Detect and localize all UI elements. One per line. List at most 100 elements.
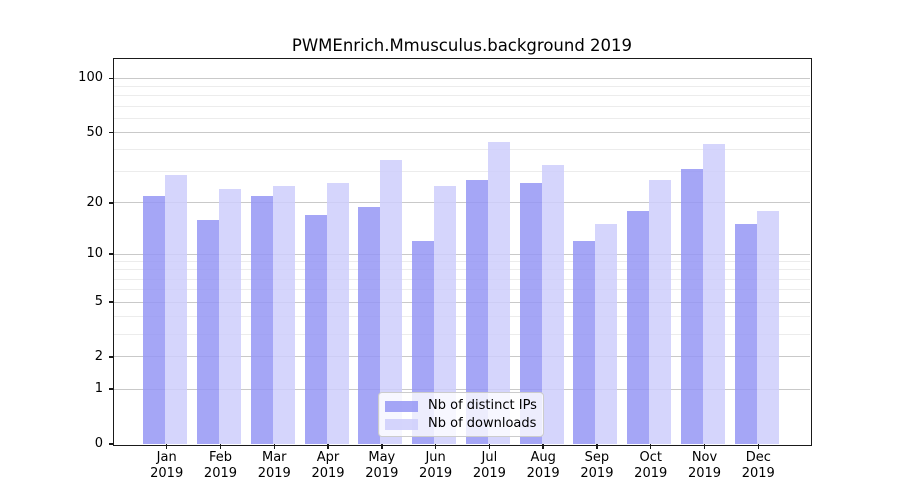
bar-nb-of-distinct-ips-jul-2019 xyxy=(465,180,488,444)
year-label: 2019 xyxy=(741,466,775,481)
y-axis-tick-50 xyxy=(108,131,114,134)
legend-item-distinct-ips: Nb of distinct IPs xyxy=(385,398,537,414)
y-axis-tick-20 xyxy=(108,202,114,204)
gridline-minor-60 xyxy=(114,117,810,119)
x-axis-label-jul-2019: Jul 2019 xyxy=(457,450,521,482)
bar-nb-of-distinct-ips-apr-2019 xyxy=(304,215,327,444)
x-axis-tick-apr-2019 xyxy=(327,444,329,449)
y-axis-tick-label-50: 50 xyxy=(86,124,103,140)
x-axis-tick-sep-2019 xyxy=(596,444,598,449)
bar-nb-of-downloads-mar-2019 xyxy=(272,185,295,444)
month-label: Jun xyxy=(425,450,446,465)
plot-area xyxy=(114,59,810,444)
bar-nb-of-downloads-jul-2019 xyxy=(487,142,510,444)
year-label: 2019 xyxy=(634,466,668,481)
y-axis-tick-label-100: 100 xyxy=(78,70,103,86)
gridline-minor-80 xyxy=(114,95,810,97)
y-axis-tick-100 xyxy=(108,77,114,80)
x-axis-tick-jan-2019 xyxy=(165,444,168,449)
x-axis-label-dec-2019: Dec 2019 xyxy=(726,450,790,482)
year-label: 2019 xyxy=(687,466,722,481)
x-axis-label-may-2019: May 2019 xyxy=(350,450,414,482)
bar-nb-of-downloads-may-2019 xyxy=(380,160,403,444)
bar-nb-of-distinct-ips-sep-2019 xyxy=(573,240,596,444)
legend-swatch-distinct-ips xyxy=(385,400,418,412)
legend: Nb of distinct IPs Nb of downloads xyxy=(378,392,544,437)
y-axis-tick-label-10: 10 xyxy=(86,246,103,262)
y-axis-tick-0 xyxy=(108,443,114,445)
gridline-minor-4 xyxy=(114,315,810,317)
x-axis-tick-jul-2019 xyxy=(488,444,491,449)
x-axis-label-nov-2019: Nov 2019 xyxy=(673,450,737,482)
y-axis-tick-label-0: 0 xyxy=(94,436,103,451)
month-label: Feb xyxy=(208,450,232,465)
x-axis-label-mar-2019: Mar 2019 xyxy=(242,450,306,482)
gridline-minor-3 xyxy=(114,333,810,335)
x-axis-tick-oct-2019 xyxy=(649,444,652,449)
bar-nb-of-downloads-nov-2019 xyxy=(703,144,725,444)
bar-nb-of-distinct-ips-mar-2019 xyxy=(250,195,273,444)
bar-nb-of-distinct-ips-nov-2019 xyxy=(681,169,703,444)
gridline-major-20 xyxy=(114,202,810,204)
x-axis-tick-aug-2019 xyxy=(542,444,544,449)
gridline-minor-70 xyxy=(114,105,810,107)
bar-nb-of-downloads-jun-2019 xyxy=(434,185,457,444)
month-label: Jan xyxy=(156,450,177,465)
bar-nb-of-distinct-ips-feb-2019 xyxy=(196,219,219,444)
year-label: 2019 xyxy=(311,466,345,481)
chart-title: PWMEnrich.Mmusculus.background 2019 xyxy=(291,36,633,55)
year-label: 2019 xyxy=(150,466,184,481)
y-axis-tick-5 xyxy=(108,301,114,303)
x-axis-tick-mar-2019 xyxy=(273,444,275,449)
y-axis-tick-label-20: 20 xyxy=(86,194,103,210)
y-axis-tick-label-2: 2 xyxy=(94,348,103,364)
x-axis-tick-may-2019 xyxy=(381,444,383,449)
x-axis-label-jan-2019: Jan 2019 xyxy=(135,450,199,482)
year-label: 2019 xyxy=(203,466,238,481)
gridline-minor-7 xyxy=(114,278,810,280)
y-axis-tick-label-5: 5 xyxy=(94,294,103,310)
month-label: Nov xyxy=(691,450,718,465)
y-axis-tick-2 xyxy=(108,356,114,358)
legend-label-downloads: Nb of downloads xyxy=(428,416,537,431)
gridline-major-1 xyxy=(114,388,810,390)
year-label: 2019 xyxy=(419,466,453,481)
gridline-minor-40 xyxy=(114,149,810,151)
month-label: Oct xyxy=(639,450,662,465)
x-axis-label-apr-2019: Apr 2019 xyxy=(296,450,360,482)
bar-nb-of-downloads-aug-2019 xyxy=(541,164,564,444)
gridline-major-100 xyxy=(114,77,810,79)
y-axis-tick-label-1: 1 xyxy=(94,381,103,397)
bar-nb-of-downloads-sep-2019 xyxy=(595,224,618,444)
bar-nb-of-distinct-ips-may-2019 xyxy=(358,206,381,444)
bar-nb-of-downloads-apr-2019 xyxy=(326,182,349,444)
gridline-minor-6 xyxy=(114,289,810,291)
bar-nb-of-downloads-dec-2019 xyxy=(756,210,779,444)
y-axis-tick-1 xyxy=(108,388,114,390)
gridline-major-10 xyxy=(114,253,810,255)
x-axis-tick-dec-2019 xyxy=(757,444,760,449)
x-axis-tick-jun-2019 xyxy=(434,444,437,449)
bar-nb-of-distinct-ips-jan-2019 xyxy=(143,195,166,444)
gridline-minor-8 xyxy=(114,269,810,271)
gridline-major-50 xyxy=(114,132,810,134)
x-axis-tick-feb-2019 xyxy=(219,444,222,449)
gridline-major-2 xyxy=(114,356,810,358)
year-label: 2019 xyxy=(257,466,291,481)
year-label: 2019 xyxy=(526,466,560,481)
bar-nb-of-distinct-ips-aug-2019 xyxy=(519,182,542,444)
year-label: 2019 xyxy=(580,466,614,481)
month-label: Mar xyxy=(261,450,287,465)
bar-nb-of-distinct-ips-oct-2019 xyxy=(627,210,650,444)
x-axis-label-feb-2019: Feb 2019 xyxy=(188,450,252,482)
legend-item-downloads: Nb of downloads xyxy=(385,416,537,432)
legend-swatch-downloads xyxy=(385,418,418,430)
x-axis-tick-nov-2019 xyxy=(703,444,706,449)
x-axis-label-sep-2019: Sep 2019 xyxy=(565,450,629,482)
bar-nb-of-downloads-feb-2019 xyxy=(218,188,241,444)
month-label: May xyxy=(368,450,396,465)
bar-nb-of-distinct-ips-dec-2019 xyxy=(734,224,757,444)
bar-nb-of-downloads-oct-2019 xyxy=(649,180,672,444)
bar-nb-of-downloads-jan-2019 xyxy=(165,174,188,444)
gridline-minor-90 xyxy=(114,86,810,88)
